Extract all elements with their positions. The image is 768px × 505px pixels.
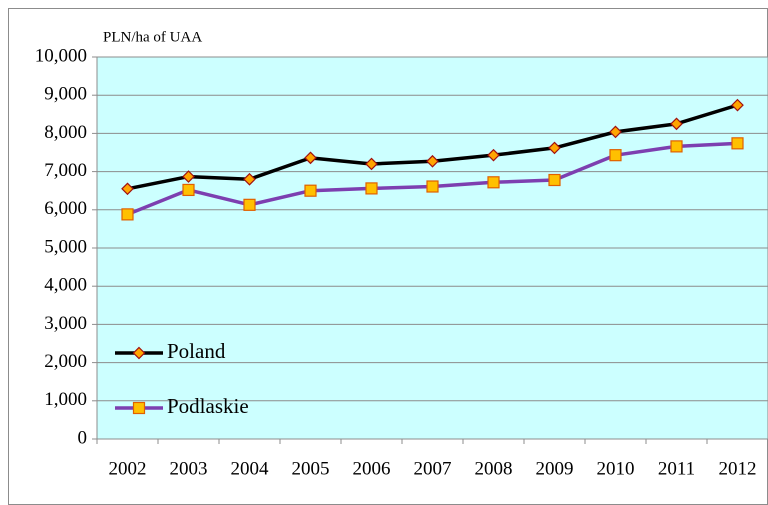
data-point bbox=[670, 117, 683, 131]
data-point bbox=[731, 98, 744, 112]
y-tick-label: 8,000 bbox=[44, 122, 87, 143]
x-tick-label: 2004 bbox=[231, 458, 270, 479]
y-tick-label: 5,000 bbox=[44, 236, 87, 257]
x-tick-label: 2006 bbox=[353, 458, 391, 479]
data-point bbox=[609, 149, 622, 162]
data-point bbox=[548, 173, 561, 187]
data-point bbox=[182, 170, 195, 183]
data-point bbox=[365, 182, 378, 195]
x-tick-label: 2009 bbox=[536, 458, 574, 479]
data-point bbox=[731, 137, 744, 150]
data-point bbox=[487, 176, 500, 189]
data-point bbox=[426, 180, 439, 193]
data-point bbox=[487, 148, 500, 162]
data-point bbox=[243, 198, 256, 211]
y-tick-label: 9,000 bbox=[44, 84, 87, 105]
x-tick-label: 2007 bbox=[414, 458, 452, 479]
y-tick-label: 10,000 bbox=[35, 45, 87, 66]
y-tick-label: 3,000 bbox=[44, 313, 87, 334]
y-tick-label: 1,000 bbox=[44, 389, 87, 410]
y-tick-label: 0 bbox=[78, 427, 88, 448]
data-point bbox=[670, 140, 683, 153]
x-tick-label: 2012 bbox=[719, 458, 757, 479]
data-point bbox=[548, 141, 561, 155]
x-tick-label: 2002 bbox=[109, 458, 147, 479]
legend-marker bbox=[132, 346, 146, 360]
y-tick-label: 4,000 bbox=[44, 275, 87, 296]
x-tick-label: 2008 bbox=[475, 458, 513, 479]
y-tick-label: 7,000 bbox=[44, 160, 87, 181]
data-point bbox=[121, 182, 134, 196]
legend-marker bbox=[132, 401, 146, 415]
data-point bbox=[304, 184, 317, 197]
data-point bbox=[365, 157, 378, 171]
data-point bbox=[304, 151, 317, 165]
y-tick-label: 6,000 bbox=[44, 198, 87, 219]
data-point bbox=[426, 154, 439, 168]
y-axis-label: PLN/ha of UAA bbox=[103, 29, 202, 45]
data-point bbox=[121, 208, 134, 221]
data-point bbox=[609, 125, 622, 139]
x-tick-label: 2011 bbox=[658, 458, 695, 479]
x-tick-label: 2005 bbox=[292, 458, 330, 479]
x-tick-label: 2003 bbox=[170, 458, 208, 479]
legend-label: Poland bbox=[167, 339, 226, 363]
y-tick-label: 2,000 bbox=[44, 351, 87, 372]
x-tick-label: 2010 bbox=[597, 458, 635, 479]
data-point bbox=[182, 183, 195, 197]
data-point bbox=[243, 172, 256, 186]
legend-label: Podlaskie bbox=[167, 394, 249, 418]
